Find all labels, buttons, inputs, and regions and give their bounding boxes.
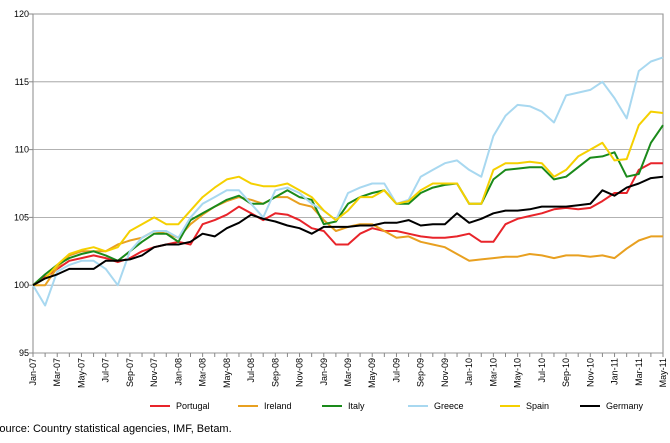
series-line [32,56,664,307]
series-line [32,110,664,287]
series-line [32,162,663,287]
y-tick-label: 115 [15,77,29,87]
x-tick-label: Jul-08 [246,358,256,383]
x-tick-label: Nov-10 [585,358,595,387]
legend-label: Italy [348,401,365,411]
x-tick-label: Sep-07 [125,358,135,387]
y-tick-label: 95 [19,348,29,358]
series-line [32,175,664,287]
x-tick-label: Mar-10 [488,358,498,387]
x-tick-label: May-11 [658,358,668,387]
x-tick-label: Nov-08 [295,358,305,387]
x-tick-label: Sep-08 [270,358,280,387]
x-tick-label: Mar-08 [198,358,208,387]
x-tick-label: Nov-09 [440,358,450,387]
x-tick-label: May-10 [513,358,523,388]
x-tick-label: Jan-08 [173,358,183,386]
x-tick-label: Jul-09 [391,358,401,383]
x-tick-label: Jul-07 [101,358,111,383]
x-tick-label: May-09 [367,358,377,388]
x-tick-label: Mar-07 [52,358,62,387]
x-tick-label: Jan-10 [464,358,474,386]
x-tick-label: Jan-07 [28,358,38,386]
legend-label: Ireland [264,401,292,411]
y-tick-label: 120 [14,9,29,19]
legend-label: Greece [434,401,464,411]
y-tick-label: 100 [14,280,29,290]
legend-label: Spain [526,401,549,411]
x-tick-label: Nov-07 [149,358,159,387]
x-tick-label: Sep-10 [561,358,571,387]
x-tick-label: Sep-09 [416,358,426,387]
x-tick-label: May-07 [76,358,86,388]
x-tick-label: Mar-09 [343,358,353,387]
x-tick-label: Mar-11 [634,358,644,386]
legend-label: Germany [606,401,644,411]
legend-label: Portugal [176,401,210,411]
x-tick-label: Jul-10 [537,358,547,383]
x-tick-label: May-08 [222,358,232,388]
series-line [32,124,664,286]
y-tick-label: 110 [15,145,29,155]
source-note: Source: Country statistical agencies, IM… [0,423,232,435]
x-tick-label: Jan-09 [319,358,329,386]
x-tick-label: Jan-11 [610,358,620,385]
plot-area [32,13,664,354]
y-tick-label: 105 [14,212,29,222]
